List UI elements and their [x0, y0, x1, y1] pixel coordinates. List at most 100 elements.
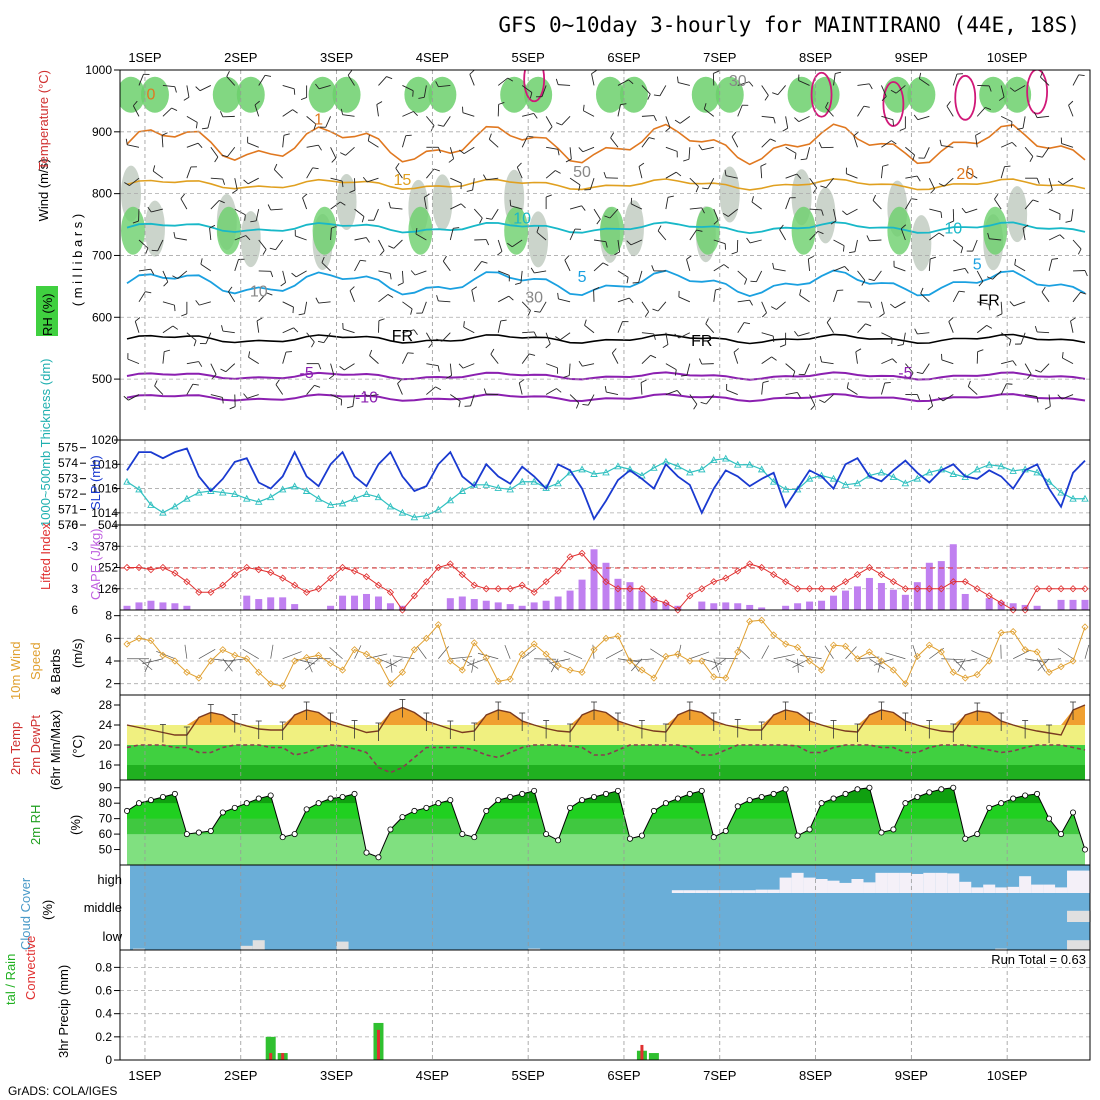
thickness-marker: [398, 508, 407, 516]
wind-marker: [267, 680, 275, 688]
upper-barb-staff: [186, 142, 199, 148]
upper-barb-staff: [369, 355, 379, 364]
contour-20: [126, 123, 1086, 166]
contour-label: -5: [300, 365, 314, 382]
wind-marker: [578, 668, 586, 676]
upper-barb-staff: [853, 135, 858, 148]
upper-barb-staff: [569, 228, 576, 241]
upper-barb-staff: [713, 208, 719, 221]
surface-barb: [225, 658, 247, 662]
wind-marker: [470, 639, 478, 647]
upper-barb-flag: [161, 132, 168, 136]
surface-barb: [224, 658, 236, 672]
lifted-index-marker: [494, 585, 502, 593]
ylabel-temp: Temperature (°C): [36, 70, 51, 170]
upper-barb-staff: [928, 394, 934, 407]
thickness-marker: [314, 494, 323, 502]
cloud-bar: [683, 890, 696, 893]
thickness-line: [126, 457, 1085, 518]
lifted-index-marker: [710, 578, 718, 586]
cloud-bar: [827, 880, 840, 893]
thickness-marker: [254, 497, 263, 505]
upper-barb-flag: [650, 354, 657, 359]
upper-barb-flag: [437, 124, 444, 127]
upper-barb-flag: [293, 327, 299, 333]
upper-barb-staff: [584, 324, 595, 334]
upper-barb-staff: [200, 263, 212, 272]
upper-barb-staff: [824, 394, 834, 403]
surface-barb: [545, 658, 559, 671]
upper-barb-staff: [546, 146, 559, 150]
cloud-bar: [1079, 940, 1091, 950]
upper-barb-flag: [1009, 301, 1015, 307]
upper-barb-staff: [855, 351, 858, 364]
upper-barb-flag: [446, 375, 452, 379]
upper-barb-staff: [521, 136, 528, 148]
upper-barb-flag: [892, 119, 894, 126]
upper-barb-staff: [761, 332, 774, 337]
cape-bar: [566, 590, 574, 610]
cape-bar: [506, 604, 514, 610]
upper-barb-flag: [1022, 224, 1029, 229]
upper-barb-staff: [630, 203, 643, 210]
cloud-bar: [336, 941, 349, 950]
upper-barb-flag: [1033, 112, 1038, 118]
upper-barb-flag: [436, 295, 439, 302]
ylabel-3hr-precip: 3hr Precip (mm): [56, 965, 71, 1058]
upper-barb-staff: [922, 363, 930, 374]
upper-barb-flag: [792, 371, 796, 378]
upper-barb-staff: [994, 198, 1002, 210]
upper-barb-flag: [556, 122, 562, 126]
rh-marker: [974, 831, 981, 838]
cape-bar: [279, 597, 287, 610]
rh-marker: [698, 787, 705, 794]
upper-barb-flag: [349, 189, 356, 193]
upper-barb-flag: [339, 366, 345, 371]
lifted-index-marker: [315, 585, 323, 593]
rh-marker: [603, 790, 610, 797]
thickness-marker: [278, 485, 287, 493]
run-total: Run Total = 0.63: [991, 952, 1086, 967]
upper-barb-staff: [640, 382, 643, 395]
upper-barb-flag: [674, 333, 680, 339]
surface-barb: [282, 651, 302, 660]
cloud-grid: [144, 865, 1008, 950]
lifted-index-marker: [303, 588, 311, 596]
cloud-bar: [528, 948, 541, 950]
upper-barb-flag: [346, 405, 353, 409]
lifted-index-axis: -6 -3 0 3 6: [67, 518, 78, 617]
upper-barb-flag: [698, 144, 703, 151]
ylabel-cape: CAPE (J/kg): [88, 528, 103, 600]
upper-barb-flag: [819, 399, 825, 403]
upper-barb-flag: [1059, 234, 1065, 240]
upper-barb-staff: [874, 270, 882, 281]
upper-barb-flag: [723, 264, 730, 269]
contour-labels: -10 -5 -5 FR FR FR 5 5 10 10 15 20 10 30 30 50 0 1: [146, 73, 999, 407]
dewpoint-line: [126, 744, 1086, 774]
upper-barb-flag: [124, 182, 130, 186]
upper-barb-flag: [581, 205, 586, 211]
upper-barb-staff: [641, 137, 650, 148]
cloud-bar: [719, 890, 732, 893]
wind-marker: [147, 637, 155, 645]
upper-barb-staff: [1040, 363, 1050, 373]
upper-barb-staff: [521, 85, 533, 93]
upper-barb-flag: [882, 164, 889, 167]
rh-marker: [399, 814, 406, 821]
cloud-bar: [1067, 910, 1080, 922]
upper-barb-staff: [857, 323, 866, 334]
upper-barb-flag: [825, 101, 829, 108]
upper-barb-flag: [507, 242, 513, 248]
cloud-bar: [959, 881, 972, 893]
lifted-index-marker: [530, 588, 538, 596]
contour-label: 10: [513, 210, 531, 227]
upper-barb-flag: [855, 348, 862, 353]
surface-barb: [1057, 648, 1074, 660]
contour-label: FR: [392, 328, 413, 345]
rh-marker: [866, 784, 873, 791]
upper-barb-staff: [226, 76, 236, 86]
lifted-index-marker: [482, 585, 490, 593]
upper-barb-staff: [129, 177, 140, 186]
rh-marker: [459, 831, 466, 838]
upper-barb-staff: [450, 203, 462, 210]
